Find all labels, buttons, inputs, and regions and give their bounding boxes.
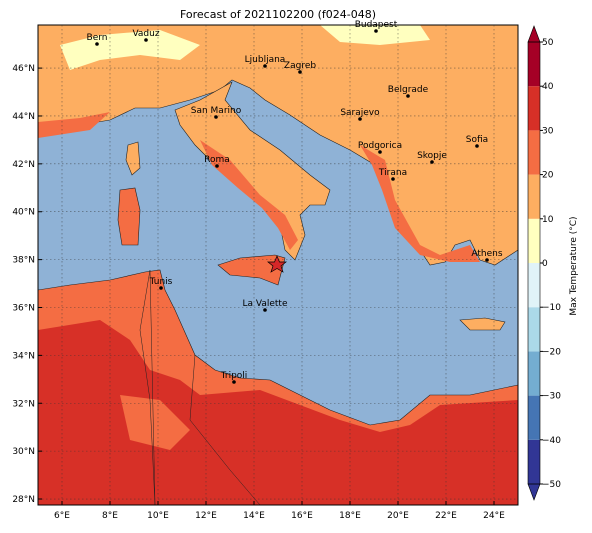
colorbar-band [528, 174, 540, 219]
colorbar-tick-label: 20 [542, 171, 554, 181]
colorbar-label: Max Temperature (°C) [569, 216, 579, 315]
borders [139, 269, 156, 505]
x-tick-label: 24°E [483, 511, 505, 521]
colorbar-band [528, 307, 540, 352]
colorbar-tick-label: 50 [542, 38, 554, 48]
city-label: Sofia [466, 135, 488, 145]
city-label: Tripoli [220, 371, 248, 381]
y-tick-label: 28°N [12, 495, 35, 505]
x-tick-label: 10°E [147, 511, 169, 521]
city-label: Budapest [355, 20, 398, 30]
alps-cool [60, 30, 200, 70]
city-label: Sarajevo [340, 108, 380, 118]
colorbar-tick-label: −10 [542, 303, 561, 313]
city-label: Roma [204, 155, 230, 165]
carpathian-cool [320, 25, 430, 45]
desert-cool [120, 395, 190, 450]
city-marker [378, 150, 382, 154]
borders-east [189, 354, 261, 505]
colorbar-band [528, 86, 540, 131]
x-tick-label: 22°E [435, 511, 457, 521]
balkan-warm [360, 145, 480, 262]
city-label: Zagreb [284, 61, 316, 71]
city-marker [485, 258, 489, 262]
sardinia [117, 187, 141, 246]
y-tick-label: 44°N [12, 112, 35, 122]
city-marker [358, 117, 362, 121]
map-frame [37, 24, 519, 506]
event-star [267, 255, 287, 273]
city-marker [263, 64, 267, 68]
city-marker [263, 308, 267, 312]
city-label: Tirana [378, 168, 407, 178]
city-marker [214, 115, 218, 119]
city-label: Bern [87, 33, 108, 43]
city-label: La Valette [243, 299, 288, 309]
city-marker [144, 38, 148, 42]
italy-warm [200, 140, 298, 250]
city-label: Skopje [417, 151, 447, 161]
x-tick-label: 18°E [339, 511, 361, 521]
city-marker [159, 286, 163, 290]
x-tick-label: 14°E [243, 511, 265, 521]
map-title: Forecast of 2021102200 (f024-048) [180, 8, 376, 21]
city-label: Podgorica [358, 141, 402, 151]
city-marker [430, 160, 434, 164]
x-tick-label: 8°E [102, 511, 118, 521]
y-tick-label: 42°N [12, 160, 35, 170]
y-tick-label: 40°N [12, 208, 35, 218]
colorbar-tick-label: 10 [542, 215, 554, 225]
colorbar-tick-label: 30 [542, 126, 554, 136]
colorbar-tick-label: −20 [542, 347, 561, 357]
x-tick-label: 20°E [387, 511, 409, 521]
colorbar-band [528, 130, 540, 175]
colorbar-extend-max [527, 25, 541, 43]
y-tick-label: 30°N [12, 447, 35, 457]
city-marker [95, 42, 99, 46]
city-marker [374, 29, 378, 33]
colorbar-extend-min [527, 483, 541, 501]
corsica [125, 141, 141, 176]
africa-hot [38, 320, 518, 505]
colorbar-tick-label: −50 [542, 480, 561, 490]
colorbar-tick-label: −40 [542, 436, 561, 446]
y-tick-label: 32°N [12, 399, 35, 409]
colorbar-band [528, 439, 540, 484]
colorbar-band [528, 351, 540, 396]
city-marker [232, 380, 236, 384]
x-tick-label: 12°E [195, 511, 217, 521]
x-tick-label: 16°E [291, 511, 313, 521]
city-marker [298, 70, 302, 74]
city-marker [475, 144, 479, 148]
y-tick-label: 46°N [12, 64, 35, 74]
x-tick-label: 6°E [54, 511, 70, 521]
colorbar-tick-label: 0 [542, 259, 548, 269]
y-tick-label: 34°N [12, 351, 35, 361]
colorbar-band [528, 395, 540, 440]
city-label: Athens [471, 249, 502, 259]
city-label: Vaduz [132, 29, 159, 39]
colorbar-band [528, 218, 540, 263]
colorbar-band [528, 263, 540, 308]
city-label: Ljubljana [245, 55, 286, 65]
colorbar-tick-label: 40 [542, 82, 554, 92]
colorbar-band [528, 42, 540, 87]
y-tick-label: 36°N [12, 303, 35, 313]
city-marker [391, 177, 395, 181]
city-label: Tunis [149, 277, 173, 287]
colorbar-tick-label: −30 [542, 392, 561, 402]
city-marker [406, 94, 410, 98]
y-tick-label: 38°N [12, 256, 35, 266]
coast-warm [38, 112, 110, 138]
city-label: Belgrade [388, 85, 429, 95]
city-marker [215, 164, 219, 168]
city-label: San Marino [191, 106, 242, 116]
